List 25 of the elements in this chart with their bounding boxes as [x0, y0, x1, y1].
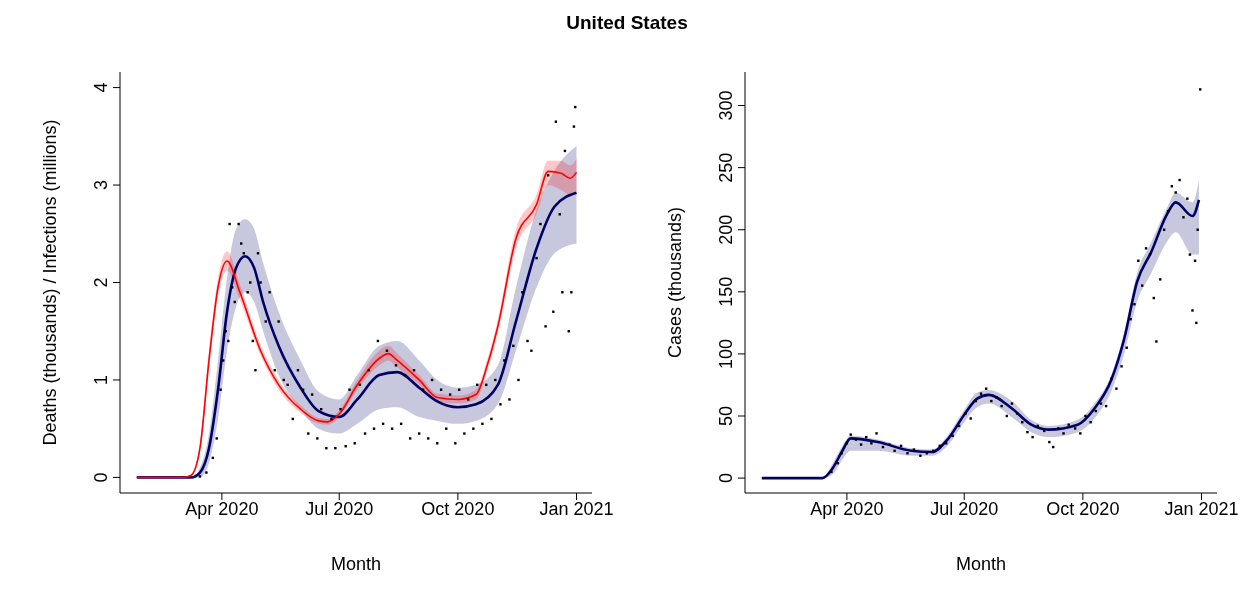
x-tick-label: Apr 2020 — [185, 498, 259, 519]
x-tick-label: Jul 2020 — [930, 498, 999, 519]
chart-title: United States — [565, 12, 689, 34]
x-tick-label: Jan 2021 — [539, 498, 614, 519]
y-tick-label: 4 — [91, 82, 111, 93]
y-axis-title: Deaths (thousands) / Infections (millions) — [40, 119, 61, 446]
x-tick-label: Apr 2020 — [810, 498, 884, 519]
y-tick-label: 1 — [91, 374, 111, 385]
y-tick-label: 0 — [716, 473, 736, 484]
x-axis-title: Month — [330, 553, 382, 574]
y-tick-label: 150 — [716, 276, 736, 307]
y-tick-label: 2 — [91, 277, 111, 288]
x-axis-title: Month — [955, 553, 1007, 574]
x-tick-label: Jul 2020 — [305, 498, 374, 519]
y-tick-label: 50 — [716, 405, 736, 427]
y-tick-label: 0 — [91, 472, 111, 483]
x-tick-label: Oct 2020 — [421, 498, 495, 519]
y-tick-label: 3 — [91, 180, 111, 191]
y-tick-label: 200 — [716, 214, 736, 245]
x-tick-label: Jan 2021 — [1164, 498, 1239, 519]
y-tick-label: 300 — [716, 90, 736, 121]
y-tick-label: 250 — [716, 152, 736, 183]
y-axis-title: Cases (thousands) — [665, 206, 686, 359]
y-tick-label: 100 — [716, 338, 736, 369]
x-tick-label: Oct 2020 — [1046, 498, 1120, 519]
